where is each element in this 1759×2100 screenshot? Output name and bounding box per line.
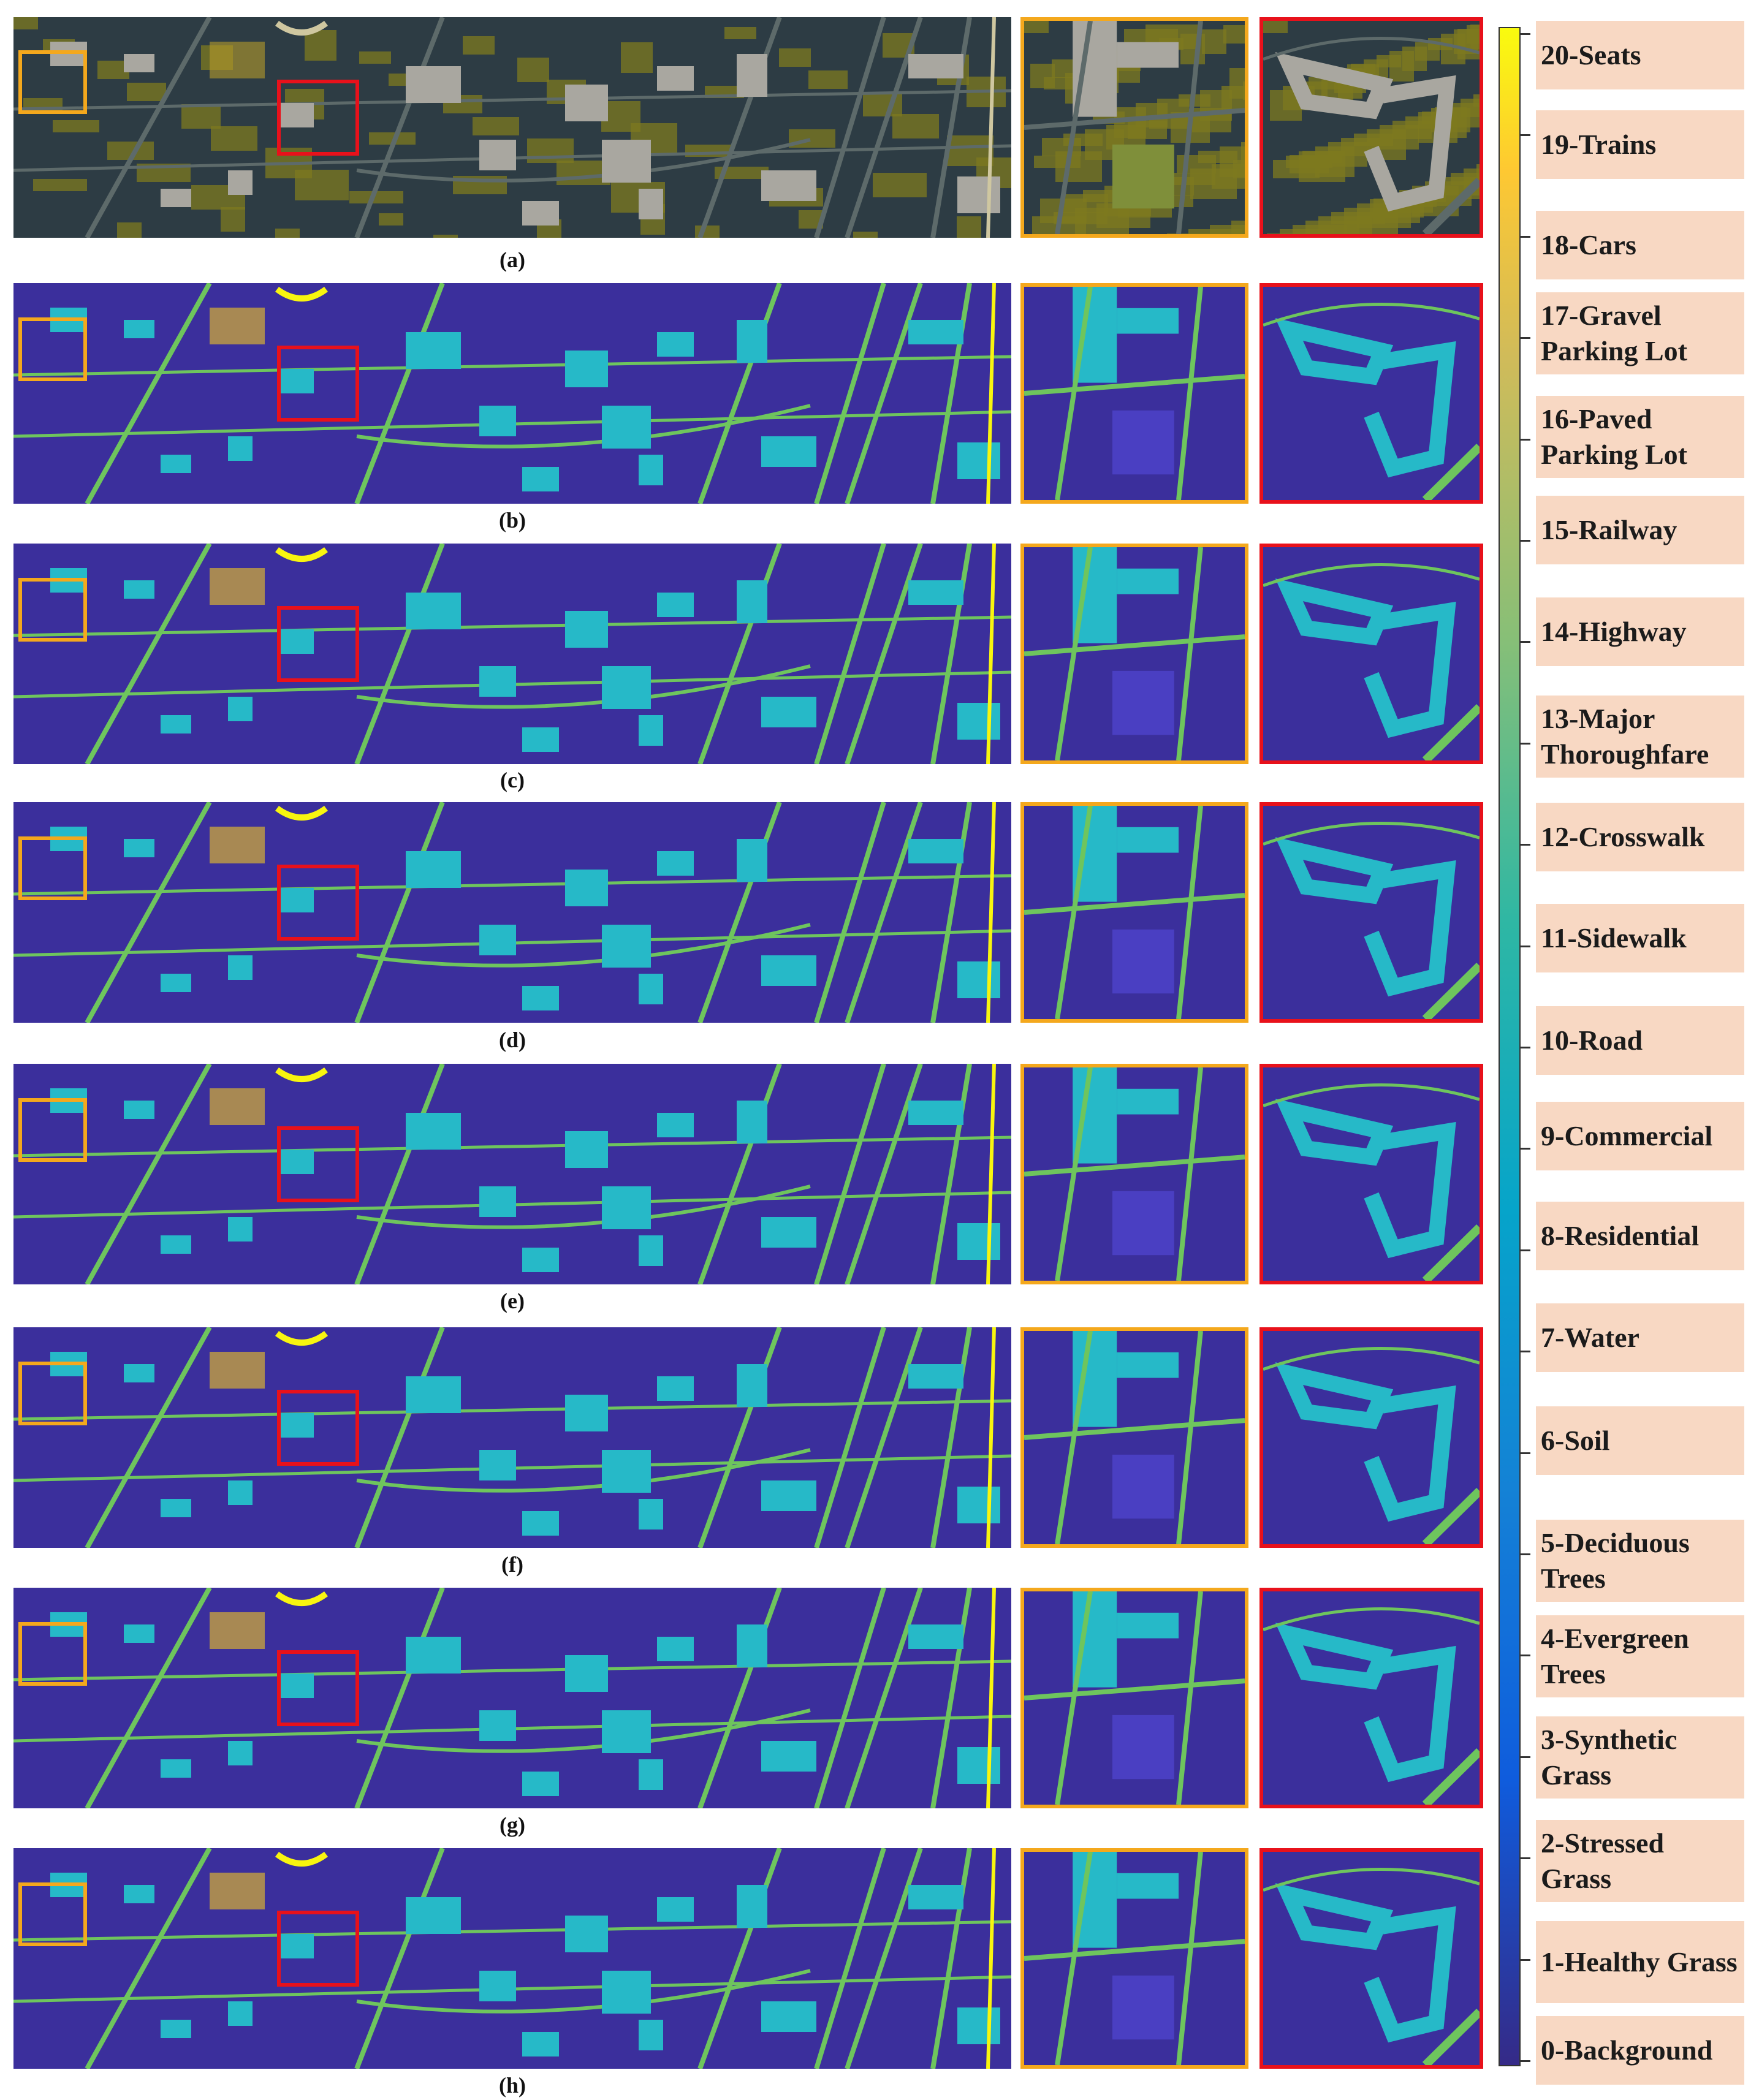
red-zoom-inset <box>1259 544 1483 764</box>
colorbar-tick <box>1521 1553 1530 1555</box>
colorbar-tick <box>1521 1756 1530 1758</box>
colorbar-tick <box>1521 1148 1530 1150</box>
colorbar-tick <box>1521 235 1530 238</box>
orange-zoom-inset <box>1020 1327 1248 1548</box>
classification-map-8 <box>13 1848 1011 2069</box>
legend-label: 4-Evergreen Trees <box>1536 1615 1744 1697</box>
legend-label: 14-Highway <box>1536 597 1744 666</box>
red-region-box <box>277 1650 359 1726</box>
legend-label: 5-Deciduous Trees <box>1536 1520 1744 1602</box>
panel-caption: (e) <box>500 1289 525 1313</box>
red-zoom-inset <box>1259 802 1483 1023</box>
legend-label: 20-Seats <box>1536 21 1744 89</box>
colorbar-tick <box>1521 844 1530 846</box>
red-region-box <box>277 606 359 682</box>
panel-caption: (f) <box>501 1552 523 1577</box>
legend-label: 6-Soil <box>1536 1406 1744 1475</box>
orange-region-box <box>18 578 87 642</box>
orange-region-box <box>18 836 87 900</box>
legend-label: 15-Railway <box>1536 496 1744 564</box>
orange-region-box <box>18 1622 87 1686</box>
red-zoom-inset <box>1259 1064 1483 1284</box>
red-zoom-inset <box>1259 283 1483 504</box>
legend-label: 12-Crosswalk <box>1536 803 1744 871</box>
colorbar-tick <box>1521 1857 1530 1860</box>
orange-zoom-inset <box>1020 802 1248 1023</box>
red-region-box <box>277 1911 359 1987</box>
legend-label: 0-Background <box>1536 2016 1744 2085</box>
classification-map-6 <box>13 1327 1011 1548</box>
legend-label: 3-Synthetic Grass <box>1536 1716 1744 1799</box>
colorbar-tick <box>1521 1452 1530 1454</box>
colorbar-tick <box>1521 2060 1530 2062</box>
colorbar-tick <box>1521 1249 1530 1251</box>
colorbar-tick <box>1521 1655 1530 1657</box>
classification-map-5 <box>13 1064 1011 1284</box>
red-region-box <box>277 865 359 941</box>
orange-zoom-inset <box>1020 17 1248 238</box>
panel-caption: (b) <box>499 508 526 533</box>
orange-zoom-inset <box>1020 283 1248 504</box>
orange-zoom-inset <box>1020 1848 1248 2069</box>
legend-label: 8-Residential <box>1536 1202 1744 1270</box>
red-region-box <box>277 1390 359 1466</box>
colorbar-tick <box>1521 1047 1530 1048</box>
colorbar-tick <box>1521 337 1530 339</box>
classification-map-4 <box>13 802 1011 1023</box>
legend-label: 2-Stressed Grass <box>1536 1820 1744 1902</box>
legend-label: 9-Commercial <box>1536 1102 1744 1170</box>
panel-caption: (c) <box>500 768 525 792</box>
orange-region-box <box>18 1362 87 1425</box>
colorbar-tick <box>1521 134 1530 137</box>
legend-label: 19-Trains <box>1536 110 1744 179</box>
red-zoom-inset <box>1259 1848 1483 2069</box>
orange-region-box <box>18 317 87 381</box>
legend-label: 16-Paved Parking Lot <box>1536 396 1744 478</box>
red-region-box <box>277 346 359 422</box>
red-zoom-inset <box>1259 1327 1483 1548</box>
colorbar-tick <box>1521 1958 1530 1961</box>
colorbar-tick <box>1521 641 1530 643</box>
colorbar-tick <box>1521 33 1530 35</box>
legend-label: 10-Road <box>1536 1006 1744 1075</box>
legend-label: 13-Major Thoroughfare <box>1536 696 1744 778</box>
red-region-box <box>277 80 359 156</box>
colorbar <box>1499 27 1521 2066</box>
red-zoom-inset <box>1259 1588 1483 1808</box>
panel-caption: (g) <box>500 1813 525 1837</box>
classification-map-2 <box>13 283 1011 504</box>
colorbar-tick <box>1521 438 1530 441</box>
classification-map-1 <box>13 17 1011 238</box>
orange-zoom-inset <box>1020 1588 1248 1808</box>
colorbar-tick <box>1521 945 1530 947</box>
classification-map-3 <box>13 544 1011 764</box>
orange-region-box <box>18 1882 87 1946</box>
legend-label: 1-Healthy Grass <box>1536 1921 1744 2003</box>
legend-label: 17-Gravel Parking Lot <box>1536 292 1744 374</box>
legend-label: 18-Cars <box>1536 211 1744 279</box>
panel-caption: (a) <box>500 248 525 272</box>
colorbar-tick <box>1521 540 1530 542</box>
red-zoom-inset <box>1259 17 1483 238</box>
orange-region-box <box>18 1098 87 1162</box>
legend-label: 7-Water <box>1536 1303 1744 1372</box>
legend-label: 11-Sidewalk <box>1536 904 1744 972</box>
orange-zoom-inset <box>1020 1064 1248 1284</box>
classification-map-7 <box>13 1588 1011 1808</box>
orange-zoom-inset <box>1020 544 1248 764</box>
red-region-box <box>277 1126 359 1202</box>
panel-caption: (h) <box>499 2073 526 2098</box>
orange-region-box <box>18 50 87 114</box>
colorbar-tick <box>1521 742 1530 745</box>
colorbar-tick <box>1521 1351 1530 1353</box>
panel-caption: (d) <box>499 1028 526 1052</box>
